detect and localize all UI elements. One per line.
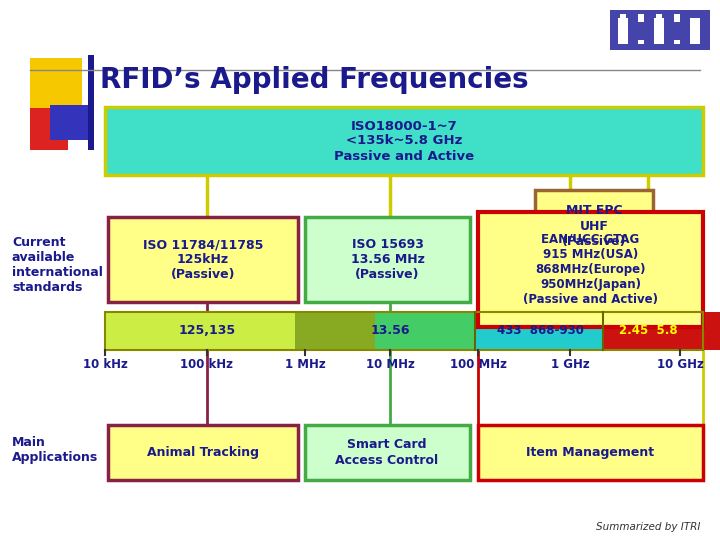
Text: 1 MHz: 1 MHz (284, 359, 325, 372)
Text: Smart Card
Access Control: Smart Card Access Control (336, 438, 438, 467)
Text: 100 MHz: 100 MHz (449, 359, 506, 372)
Bar (475, 312, 603, 350)
Bar (603, 312, 720, 350)
Bar (295, 312, 375, 350)
Bar (620, 14, 626, 22)
Text: 100 kHz: 100 kHz (181, 359, 233, 372)
Bar (105, 312, 703, 350)
Bar (656, 40, 662, 44)
Bar (478, 425, 703, 480)
Text: EAN/UCC GTAG
915 MHz(USA)
868MHz(Europe)
950MHz(Japan)
(Passive and Active): EAN/UCC GTAG 915 MHz(USA) 868MHz(Europe)… (523, 233, 658, 306)
Bar (674, 40, 680, 44)
Bar (618, 18, 628, 44)
Bar (620, 40, 626, 44)
Bar (305, 425, 470, 480)
Bar (690, 18, 700, 44)
Bar (674, 14, 680, 22)
Text: Item Management: Item Management (526, 446, 654, 459)
Text: Summarized by ITRI: Summarized by ITRI (595, 522, 700, 532)
Bar (375, 312, 475, 350)
Text: 2.45  5.8: 2.45 5.8 (618, 323, 678, 336)
Text: Animal Tracking: Animal Tracking (147, 446, 259, 459)
Bar (50, 105, 88, 140)
Text: 10 MHz: 10 MHz (366, 359, 415, 372)
Text: 1 GHz: 1 GHz (551, 359, 590, 372)
Bar (30, 58, 82, 110)
Text: ISO 15693
13.56 MHz
(Passive): ISO 15693 13.56 MHz (Passive) (351, 238, 424, 281)
Bar (638, 40, 644, 44)
Text: 125,135: 125,135 (179, 323, 235, 336)
Bar (305, 217, 470, 302)
Bar (656, 14, 662, 22)
Bar (535, 190, 653, 262)
Text: 13.56: 13.56 (370, 323, 410, 336)
Text: MIT EPC
UHF
(Passive): MIT EPC UHF (Passive) (562, 205, 626, 247)
Text: Current
available
international
standards: Current available international standard… (12, 236, 103, 294)
Text: RFID’s Applied Frequencies: RFID’s Applied Frequencies (100, 66, 528, 94)
Text: ISO18000-1~7
<135k~5.8 GHz
Passive and Active: ISO18000-1~7 <135k~5.8 GHz Passive and A… (334, 119, 474, 163)
Text: 10 kHz: 10 kHz (83, 359, 127, 372)
Bar (636, 18, 646, 44)
Bar (108, 425, 298, 480)
Bar (108, 217, 298, 302)
Text: 433  868-930: 433 868-930 (497, 323, 583, 336)
Bar (610, 10, 710, 50)
Text: 10 GHz: 10 GHz (657, 359, 703, 372)
Bar (105, 312, 295, 350)
Bar (654, 18, 664, 44)
Bar (638, 14, 644, 22)
Bar (88, 55, 94, 150)
Bar (105, 107, 703, 175)
Bar (30, 108, 68, 150)
Text: Main
Applications: Main Applications (12, 436, 98, 464)
Bar (478, 212, 703, 327)
Text: ISO 11784/11785
125kHz
(Passive): ISO 11784/11785 125kHz (Passive) (143, 238, 264, 281)
Bar (672, 18, 682, 44)
